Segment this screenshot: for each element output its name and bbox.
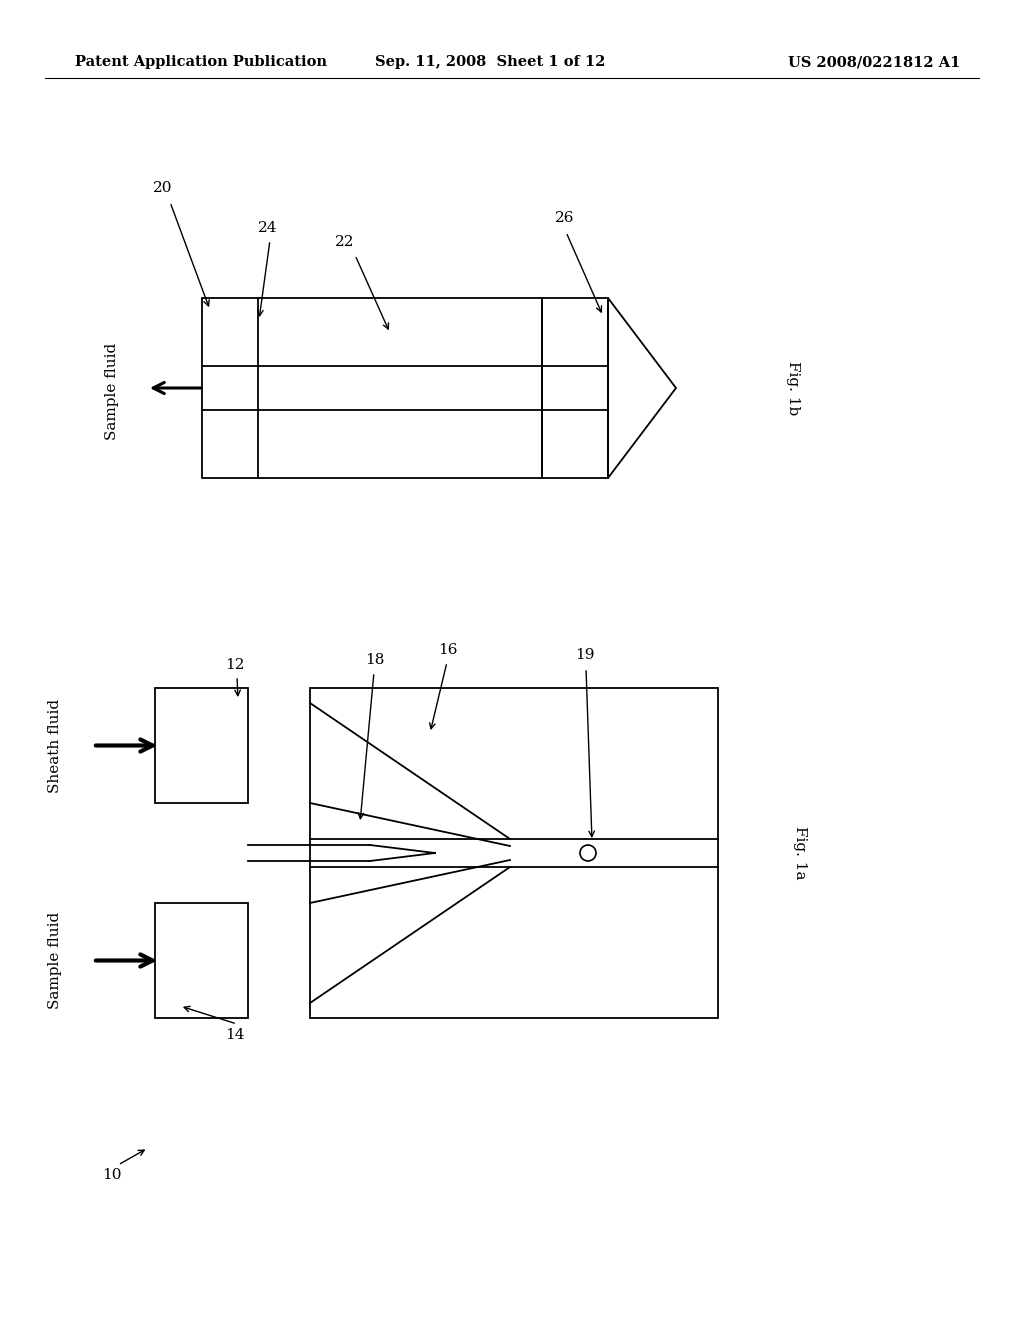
Text: US 2008/0221812 A1: US 2008/0221812 A1	[787, 55, 961, 69]
Text: 12: 12	[225, 657, 245, 672]
Text: 20: 20	[154, 181, 173, 195]
Text: Sheath fluid: Sheath fluid	[48, 698, 62, 792]
Text: Sample fluid: Sample fluid	[105, 342, 119, 440]
Text: Patent Application Publication: Patent Application Publication	[75, 55, 327, 69]
Text: 26: 26	[555, 211, 574, 224]
Text: Sep. 11, 2008  Sheet 1 of 12: Sep. 11, 2008 Sheet 1 of 12	[375, 55, 605, 69]
Text: 10: 10	[102, 1168, 122, 1181]
Text: 19: 19	[575, 648, 595, 663]
Text: 24: 24	[258, 220, 278, 235]
Text: 14: 14	[225, 1028, 245, 1041]
Text: 16: 16	[438, 643, 458, 657]
Text: Fig. 1b: Fig. 1b	[786, 360, 800, 414]
Text: 18: 18	[366, 653, 385, 667]
Text: Sample fluid: Sample fluid	[48, 912, 62, 1008]
Text: 22: 22	[335, 235, 354, 249]
Text: Fig. 1a: Fig. 1a	[793, 826, 807, 879]
